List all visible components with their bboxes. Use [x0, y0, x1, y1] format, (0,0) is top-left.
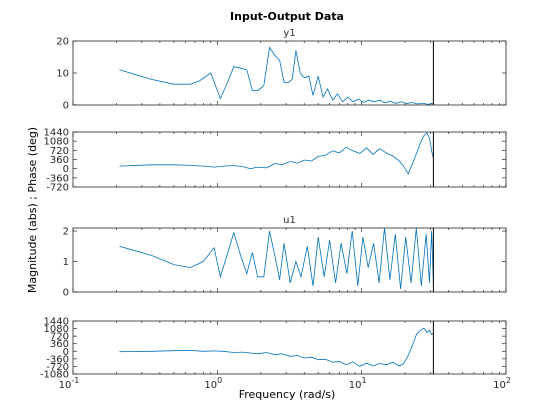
y-tick-label: 0 — [63, 164, 69, 175]
data-line-u1-magnitude — [119, 227, 434, 290]
y-axis-label: Magnitude (abs) ; Phase (deg) — [26, 127, 39, 293]
x-tick-label: 102 — [493, 376, 511, 391]
x-axis-label: Frequency (rad/s) — [239, 388, 336, 401]
y-tick-label: 1080 — [44, 324, 69, 335]
y-tick-label: 0 — [63, 347, 69, 358]
y-tick-label: 720 — [50, 332, 69, 343]
y-tick-label: 360 — [50, 339, 69, 350]
y-tick-label: -720 — [46, 183, 69, 194]
y-tick-label: 360 — [50, 155, 69, 166]
panel-u1-magnitude: u1 0 1 2 — [63, 215, 507, 299]
y-tick-label: 10 — [56, 69, 69, 80]
y-tick-label: 20 — [56, 37, 69, 48]
data-line-y1-phase — [119, 132, 434, 175]
y-tick-label: 1080 — [44, 137, 69, 148]
y-tick-label: 1440 — [44, 128, 69, 139]
panel-frame — [72, 40, 507, 106]
panel-y1-magnitude: y1 0 10 20 — [56, 28, 507, 112]
y-tick-label: 2 — [63, 227, 69, 238]
y-tick-label: 0 — [63, 288, 69, 299]
data-line-u1-phase — [119, 327, 434, 367]
y-tick-label: 720 — [50, 146, 69, 157]
chart-panels: y101020-720-360036072010801440u1012-1080… — [40, 28, 507, 381]
panel-frame — [72, 320, 507, 375]
x-tick-label: 101 — [349, 376, 367, 391]
x-tick-label: 10-1 — [59, 376, 80, 391]
y-tick-label: -720 — [46, 362, 69, 373]
x-tick-labels: 10-1 100 101 102 — [59, 376, 511, 391]
data-line-y1-magnitude — [119, 46, 434, 105]
y-tick-label: -360 — [46, 354, 69, 365]
y-tick-label: -1080 — [40, 370, 69, 381]
panel-subtitle: u1 — [283, 215, 296, 226]
chart-title: Input-Output Data — [230, 10, 344, 23]
y-tick-label: 0 — [63, 101, 69, 112]
panel-frame — [72, 227, 507, 293]
x-tick-label: 100 — [204, 376, 222, 391]
y-tick-label: -360 — [46, 173, 69, 184]
y-tick-label: 1440 — [44, 317, 69, 328]
panel-subtitle: y1 — [283, 28, 295, 39]
panel-frame — [72, 131, 507, 188]
y-tick-label: 1 — [63, 257, 69, 268]
